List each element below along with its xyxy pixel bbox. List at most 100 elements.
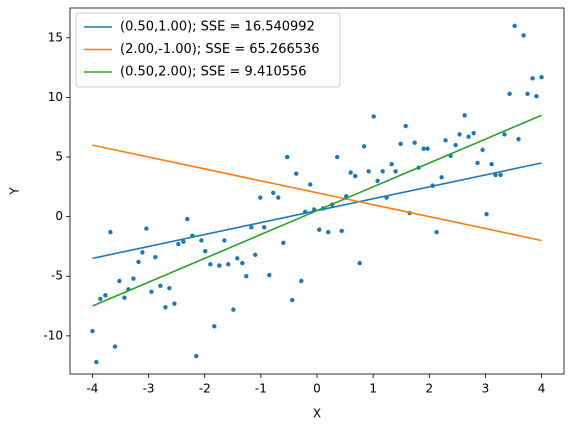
point xyxy=(539,74,544,80)
point xyxy=(534,94,539,99)
point xyxy=(158,283,163,288)
legend-box xyxy=(75,12,341,88)
point xyxy=(112,344,118,349)
point xyxy=(434,229,439,235)
point xyxy=(98,296,103,302)
point xyxy=(403,123,408,129)
point xyxy=(222,238,227,243)
point xyxy=(294,171,299,176)
point xyxy=(176,241,181,247)
point xyxy=(136,259,141,265)
point xyxy=(439,175,444,180)
point xyxy=(339,228,344,234)
point xyxy=(480,147,485,153)
point xyxy=(521,33,526,38)
point xyxy=(335,154,340,160)
point xyxy=(108,229,113,235)
y-tick-label: 5 xyxy=(55,150,63,164)
x-tick-label: -2 xyxy=(199,382,211,396)
point xyxy=(366,169,371,174)
marks xyxy=(90,23,544,365)
point xyxy=(466,134,471,139)
point xyxy=(90,328,95,334)
point xyxy=(208,262,213,267)
x-tick-label: 4 xyxy=(538,382,546,396)
point xyxy=(421,146,426,151)
point xyxy=(412,140,417,145)
point xyxy=(502,132,507,137)
point xyxy=(389,161,394,167)
x-tick-label: -1 xyxy=(255,382,267,396)
point xyxy=(217,263,222,268)
point xyxy=(475,160,480,166)
point xyxy=(267,272,272,278)
point xyxy=(140,250,145,255)
point xyxy=(484,212,489,217)
legend-label: (2.00,-1.00); SSE = 65.266536 xyxy=(120,42,320,57)
point xyxy=(371,114,376,119)
point xyxy=(253,252,258,257)
point xyxy=(357,260,362,266)
point xyxy=(489,161,494,167)
point xyxy=(281,240,286,246)
point xyxy=(131,276,136,281)
point xyxy=(276,195,281,200)
point xyxy=(516,136,521,142)
fit-line xyxy=(92,114,542,307)
legend: (0.50,1.00); SSE = 16.540992 (2.00,-1.00)… xyxy=(75,12,341,88)
point xyxy=(348,170,353,175)
point xyxy=(380,169,385,174)
x-tick-label: 0 xyxy=(313,382,321,396)
point xyxy=(194,353,199,359)
point xyxy=(443,138,448,143)
y-tick-label: 0 xyxy=(55,209,63,223)
point xyxy=(498,172,503,178)
point xyxy=(226,262,231,267)
point xyxy=(352,173,358,179)
point xyxy=(172,301,177,306)
point xyxy=(361,144,367,149)
point xyxy=(326,229,331,235)
point xyxy=(525,91,530,97)
y-axis-label: Y xyxy=(8,187,22,196)
point xyxy=(103,293,108,298)
point xyxy=(249,225,254,230)
point xyxy=(393,169,398,174)
point xyxy=(308,182,313,187)
x-tick-label: 1 xyxy=(369,382,377,396)
point xyxy=(258,195,263,200)
x-tick-label: -3 xyxy=(143,382,155,396)
point xyxy=(398,141,403,147)
point xyxy=(471,130,476,136)
point xyxy=(163,305,168,310)
point xyxy=(149,289,154,294)
point xyxy=(375,178,380,184)
point xyxy=(212,324,217,329)
y-tick-label: -10 xyxy=(43,328,63,342)
point xyxy=(199,238,204,243)
y-tick-label: 10 xyxy=(48,90,63,104)
point xyxy=(299,278,304,284)
x-tick-label: 3 xyxy=(482,382,490,396)
point xyxy=(290,297,295,303)
point xyxy=(462,113,467,118)
point xyxy=(153,254,158,260)
x-tick-label: 2 xyxy=(425,382,433,396)
point xyxy=(285,154,290,160)
point xyxy=(231,307,236,312)
point xyxy=(94,359,99,365)
y-tick-label: -5 xyxy=(51,269,63,283)
point xyxy=(122,295,127,300)
point xyxy=(185,216,190,222)
point xyxy=(117,278,122,284)
point xyxy=(240,260,245,266)
point xyxy=(144,226,149,231)
point xyxy=(262,225,267,230)
x-axis-label: X xyxy=(313,407,321,421)
fit-line xyxy=(92,144,542,242)
legend-label: (0.50,1.00); SSE = 16.540992 xyxy=(120,20,315,35)
point xyxy=(167,285,172,291)
point xyxy=(181,239,186,244)
